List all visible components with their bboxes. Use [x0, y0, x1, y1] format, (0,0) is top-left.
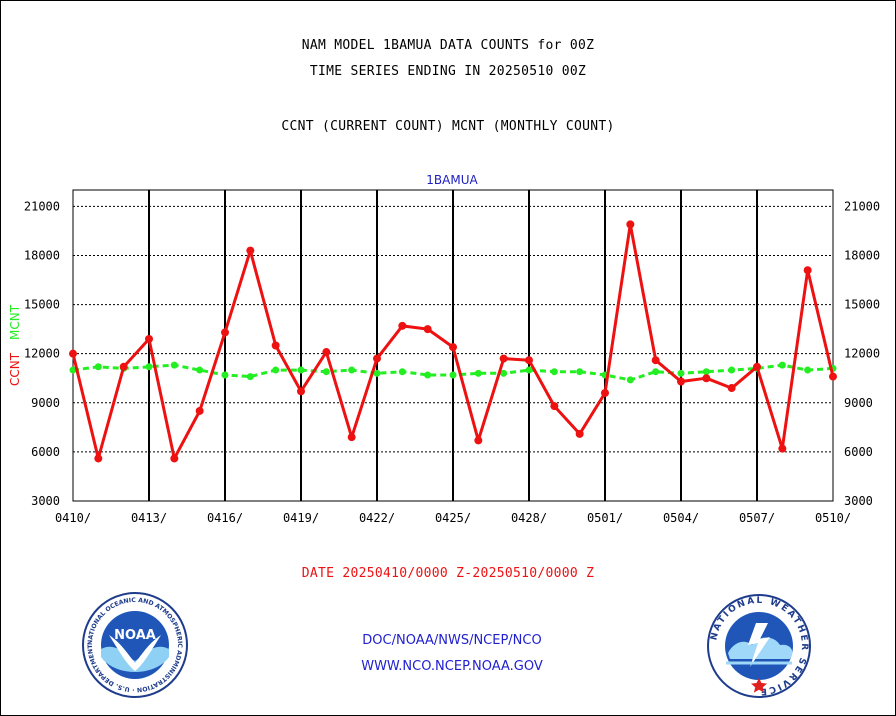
ccnt-point — [500, 355, 508, 363]
ccnt-point — [728, 384, 736, 392]
y-tick-label-left: 21000 — [24, 199, 60, 213]
ccnt-point — [474, 436, 482, 444]
mcnt-point — [222, 371, 229, 378]
ccnt-point — [272, 342, 280, 350]
link-doc-noaa[interactable]: DOC/NOAA/NWS/NCEP/NCO — [232, 633, 672, 648]
mcnt-point — [196, 367, 203, 374]
y-tick-label-right: 12000 — [844, 347, 880, 361]
noaa-logo: NATIONAL OCEANIC AND ATMOSPHERIC ADMINIS… — [81, 591, 189, 699]
ccnt-point — [373, 355, 381, 363]
mcnt-point — [171, 362, 178, 369]
ccnt-point — [550, 402, 558, 410]
x-tick-label: 0507/ — [739, 511, 775, 525]
ccnt-point — [297, 387, 305, 395]
x-axis-ticks: 0410/0413/0416/0419/0422/0425/0428/0501/… — [55, 511, 851, 525]
ccnt-point — [702, 374, 710, 382]
y-tick-label-left: 9000 — [31, 396, 60, 410]
ccnt-point — [424, 325, 432, 333]
y-tick-label-right: 6000 — [844, 445, 873, 459]
ccnt-point — [576, 430, 584, 438]
x-tick-label: 0428/ — [511, 511, 547, 525]
mcnt-point — [348, 367, 355, 374]
y-tick-label-left: 6000 — [31, 445, 60, 459]
x-tick-label: 0410/ — [55, 511, 91, 525]
ccnt-point — [626, 220, 634, 228]
mcnt-point — [475, 370, 482, 377]
mcnt-point — [399, 368, 406, 375]
mcnt-point — [652, 368, 659, 375]
mcnt-point — [247, 373, 254, 380]
x-tick-label: 0419/ — [283, 511, 319, 525]
nws-logo: NATIONAL WEATHER SERVICE — [706, 593, 812, 699]
x-tick-label: 0416/ — [207, 511, 243, 525]
ccnt-point — [246, 247, 254, 255]
y-tick-label-right: 9000 — [844, 396, 873, 410]
x-tick-label: 0510/ — [815, 511, 851, 525]
y-axis-label-mcnt: MCNT — [8, 304, 22, 340]
y-tick-label-right: 18000 — [844, 248, 880, 262]
ccnt-point — [677, 378, 685, 386]
ccnt-point — [221, 328, 229, 336]
mcnt-point — [424, 371, 431, 378]
y-tick-label-right: 15000 — [844, 298, 880, 312]
mcnt-point — [804, 367, 811, 374]
y-tick-label-left: 15000 — [24, 298, 60, 312]
y-tick-label-right: 21000 — [844, 199, 880, 213]
ccnt-point — [778, 445, 786, 453]
y-tick-label-left: 18000 — [24, 248, 60, 262]
mcnt-point — [298, 367, 305, 374]
y-tick-label-left: 3000 — [31, 494, 60, 508]
mcnt-point — [272, 367, 279, 374]
mcnt-point — [627, 376, 634, 383]
y-axis-label-ccnt: CCNT — [8, 352, 22, 386]
ccnt-point — [829, 373, 837, 381]
ccnt-point — [449, 343, 457, 351]
ccnt-point — [322, 348, 330, 356]
link-nco-website[interactable]: WWW.NCO.NCEP.NOAA.GOV — [232, 659, 672, 674]
mcnt-point — [146, 363, 153, 370]
ccnt-point — [804, 266, 812, 274]
mcnt-point — [728, 367, 735, 374]
ccnt-point — [120, 363, 128, 371]
mcnt-point — [323, 368, 330, 375]
x-tick-label: 0504/ — [663, 511, 699, 525]
mcnt-point — [678, 370, 685, 377]
x-tick-label: 0413/ — [131, 511, 167, 525]
ccnt-point — [601, 389, 609, 397]
plot-title: 1BAMUA — [426, 173, 478, 187]
mcnt-point — [95, 363, 102, 370]
noaa-logo-text: NOAA — [114, 628, 156, 643]
mcnt-point — [576, 368, 583, 375]
mcnt-point — [551, 368, 558, 375]
ccnt-point — [398, 322, 406, 330]
ccnt-point — [348, 433, 356, 441]
ccnt-point — [170, 454, 178, 462]
x-tick-label: 0422/ — [359, 511, 395, 525]
ccnt-point — [69, 350, 77, 358]
date-range-label: DATE 20250410/0000 Z-20250510/0000 Z — [0, 566, 896, 581]
y-tick-label-right: 3000 — [844, 494, 873, 508]
ccnt-point — [525, 356, 533, 364]
mcnt-point — [703, 368, 710, 375]
x-tick-label: 0425/ — [435, 511, 471, 525]
ccnt-point — [753, 363, 761, 371]
mcnt-point — [450, 371, 457, 378]
y-tick-label-left: 12000 — [24, 347, 60, 361]
x-tick-label: 0501/ — [587, 511, 623, 525]
mcnt-point — [779, 362, 786, 369]
ccnt-point — [196, 407, 204, 415]
ccnt-point — [145, 335, 153, 343]
ccnt-point — [94, 454, 102, 462]
ccnt-point — [652, 356, 660, 364]
